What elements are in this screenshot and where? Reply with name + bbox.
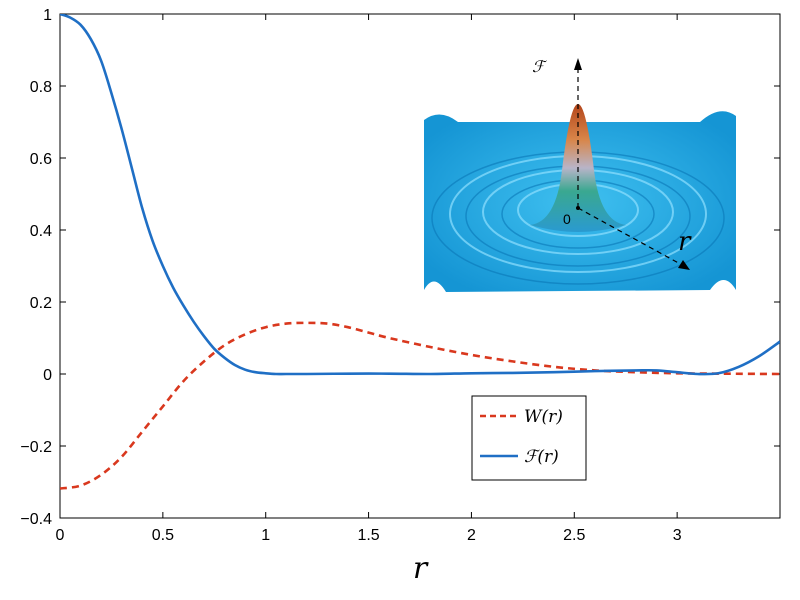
x-axis-title: r [413, 551, 429, 586]
x-tick-label: 2.5 [563, 527, 585, 544]
series-line-f [60, 14, 780, 376]
inset-radial-arrowhead [678, 260, 690, 270]
y-tick-label: −0.2 [20, 439, 52, 456]
y-tick-label: 0.2 [30, 295, 52, 312]
y-tick-label: 0.6 [30, 151, 52, 168]
y-axis-ticks: 1 0.8 0.6 0.4 0.2 0 −0.2 −0.4 [20, 7, 780, 528]
y-tick-label: 0 [43, 367, 52, 384]
legend: W(r) ℱ(r) [471, 395, 587, 481]
x-tick-label: 0.5 [152, 527, 174, 544]
inset-origin-dot [576, 206, 580, 210]
inset-radial-axis [577, 207, 685, 267]
inset-radial-axis-label: r [678, 227, 692, 257]
inset-surface-plot: ℱ 0 r [424, 57, 736, 292]
x-tick-label: 1.5 [357, 527, 379, 544]
legend-box [471, 395, 587, 481]
inset-vertical-axis-label: ℱ [532, 57, 548, 76]
series-layer [60, 14, 780, 490]
legend-label-f: ℱ(r) [524, 447, 559, 467]
y-tick-label: 1 [43, 7, 52, 24]
x-tick-label: 2 [467, 527, 476, 544]
inset-vertical-arrowhead [574, 58, 582, 70]
y-tick-label: −0.4 [20, 511, 52, 528]
legend-label-w: W(r) [524, 407, 563, 427]
x-tick-label: 3 [673, 527, 682, 544]
y-tick-label: 0.4 [30, 223, 52, 240]
x-axis-ticks: 0 0.5 1 1.5 2 2.5 3 [56, 14, 682, 544]
x-tick-label: 0 [56, 527, 65, 544]
y-tick-label: 0.8 [30, 79, 52, 96]
x-tick-label: 1 [261, 527, 270, 544]
inset-origin-label: 0 [563, 211, 571, 227]
